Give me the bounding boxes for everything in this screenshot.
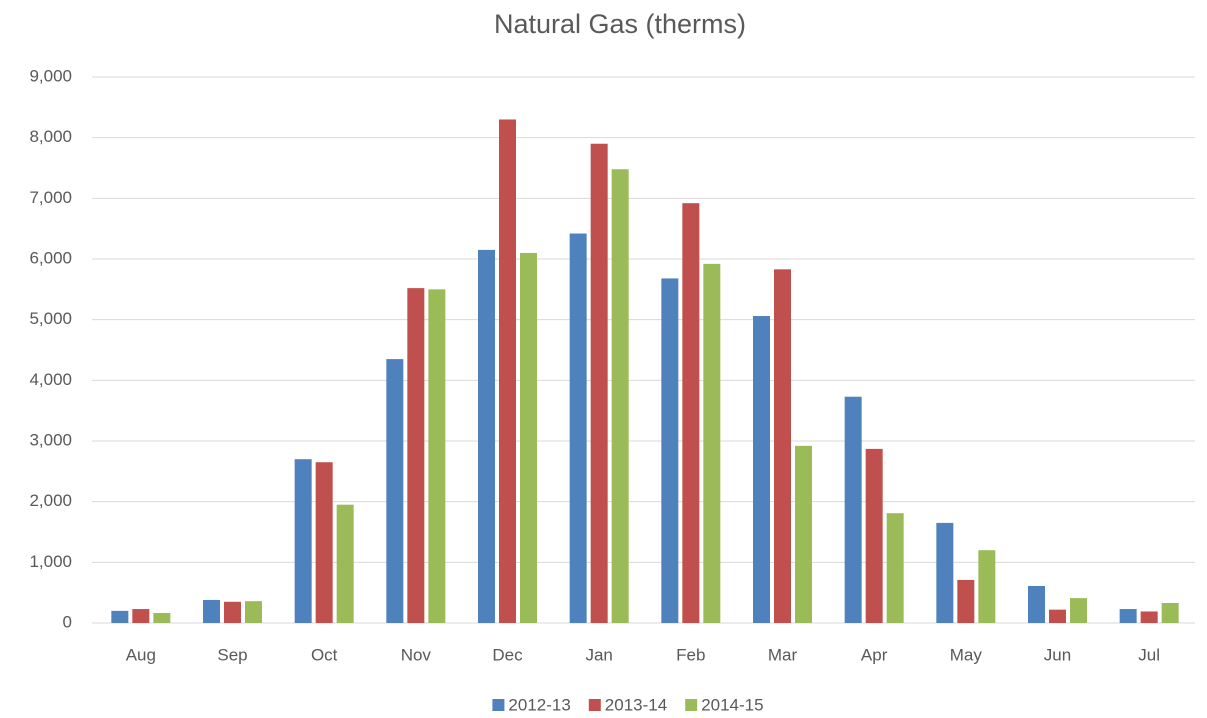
legend-swatch (492, 699, 505, 711)
bar (957, 579, 975, 623)
bar (499, 119, 516, 623)
legend-label: 2014-15 (701, 695, 763, 714)
bar (590, 143, 608, 623)
x-tick-label: Nov (401, 645, 432, 664)
x-tick-label: Oct (311, 645, 338, 664)
bar (336, 504, 354, 623)
bar (844, 396, 862, 623)
x-tick-label: Apr (861, 645, 888, 664)
bar (661, 278, 679, 623)
bar (1119, 609, 1137, 623)
bar (1070, 598, 1087, 623)
x-tick-label: Aug (126, 645, 156, 664)
x-tick-label: Jun (1044, 645, 1071, 664)
x-tick-label: Mar (768, 645, 798, 664)
y-tick-label: 6,000 (29, 248, 72, 267)
bar (520, 252, 537, 623)
y-tick-label: 9,000 (29, 66, 72, 85)
bar (978, 550, 996, 623)
x-tick-label: Dec (492, 645, 523, 664)
bar (569, 233, 587, 623)
bar (886, 513, 904, 623)
bar (428, 289, 446, 623)
x-tick-label: Feb (676, 645, 705, 664)
y-tick-label: 2,000 (29, 491, 72, 510)
y-tick-label: 8,000 (29, 127, 72, 146)
bar (132, 609, 150, 623)
bar (865, 448, 883, 623)
bar (386, 359, 404, 623)
legend-swatch (588, 699, 601, 711)
bar (703, 263, 721, 623)
y-tick-label: 1,000 (29, 552, 72, 571)
bar (111, 610, 129, 623)
y-tick-label: 5,000 (29, 309, 72, 328)
bar (294, 459, 312, 623)
legend-label: 2012-13 (508, 695, 570, 714)
bar (407, 288, 425, 623)
legend-swatch (685, 699, 698, 711)
bar (753, 316, 770, 623)
bar (203, 599, 220, 623)
x-tick-label: May (950, 645, 983, 664)
bar (936, 522, 954, 623)
x-tick-label: Jan (585, 645, 612, 664)
x-tick-label: Jul (1138, 645, 1160, 664)
y-tick-label: 7,000 (29, 188, 72, 207)
y-tick-label: 3,000 (29, 430, 72, 449)
bar (478, 249, 495, 623)
bar (1049, 609, 1066, 623)
bar (245, 601, 262, 623)
bar (224, 601, 241, 623)
y-tick-label: 0 (63, 612, 72, 631)
bar (611, 169, 629, 624)
chart-title: Natural Gas (therms) (494, 9, 746, 39)
bar (682, 203, 700, 624)
bar (774, 269, 791, 623)
legend-label: 2013-14 (605, 695, 667, 714)
bar (1161, 602, 1179, 623)
bar (1140, 611, 1158, 623)
bar (795, 445, 812, 623)
bar (1028, 585, 1045, 623)
y-tick-label: 4,000 (29, 370, 72, 389)
bar (153, 612, 171, 623)
x-tick-label: Sep (217, 645, 247, 664)
bar (315, 462, 333, 623)
